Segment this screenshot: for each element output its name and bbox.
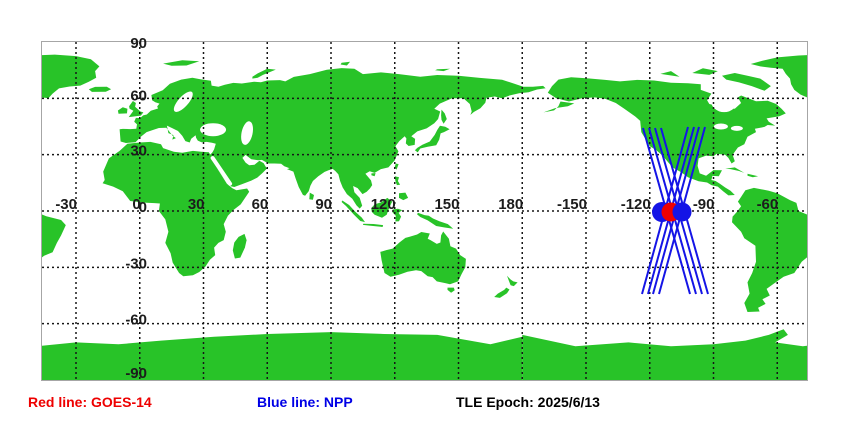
latitude-label: -30 <box>125 255 147 272</box>
latitude-label: 0 <box>139 199 147 216</box>
longitude-label: 0 <box>132 196 140 213</box>
inland-sea <box>173 91 193 112</box>
landmass <box>119 68 546 209</box>
longitude-label: 90 <box>315 196 332 213</box>
longitude-label: -150 <box>557 196 587 213</box>
landmass <box>42 54 100 99</box>
legend-goes14-label: Red line: GOES-14 <box>28 394 152 410</box>
npp-subpoint-dot <box>672 202 692 222</box>
longitude-label: -60 <box>757 196 779 213</box>
landmass <box>435 68 450 72</box>
legend-tle-epoch-label: TLE Epoch: 2025/6/13 <box>456 394 600 410</box>
landmass <box>394 163 399 170</box>
landmass <box>0 73 6 91</box>
inland-seas-layer <box>173 90 743 186</box>
landmass <box>42 214 66 258</box>
inland-sea <box>713 123 728 130</box>
landmass <box>725 167 745 173</box>
longitude-label: 180 <box>498 196 523 213</box>
legend: Red line: GOES-14 Blue line: NPP TLE Epo… <box>0 394 850 416</box>
landmass <box>163 60 200 66</box>
landmass <box>392 208 403 222</box>
latitude-label: -60 <box>125 312 147 329</box>
landmass <box>692 68 718 75</box>
subpoint-dots <box>652 202 692 222</box>
landmass <box>417 212 454 229</box>
landmass <box>117 107 128 114</box>
landmass <box>380 231 466 285</box>
longitude-label: 60 <box>252 196 269 213</box>
landmass <box>252 68 276 79</box>
landmass <box>547 77 786 196</box>
landmass <box>399 192 409 201</box>
landmass <box>371 197 393 218</box>
landmass <box>309 192 314 200</box>
longitude-label: 120 <box>371 196 396 213</box>
inland-sea <box>711 90 738 113</box>
landmass <box>522 329 807 380</box>
inland-sea <box>210 156 233 186</box>
latitude-label: -90 <box>125 365 147 382</box>
landmass <box>0 77 21 195</box>
landmass <box>232 233 247 259</box>
inland-sea <box>730 125 743 131</box>
landmass <box>371 173 376 177</box>
landmass <box>507 275 518 287</box>
landmass <box>447 287 455 293</box>
landmass <box>362 223 384 227</box>
continents-layer <box>0 54 807 380</box>
landmass <box>394 176 401 186</box>
landmass <box>102 141 250 277</box>
landmass <box>747 173 759 178</box>
graticule-layer <box>42 42 807 380</box>
landmass <box>42 332 523 380</box>
axis-labels: -30 0 30 60 90 120 150 180 -150 -120 -90 -60 90 60 30 0… <box>55 35 778 382</box>
landmass <box>750 55 807 98</box>
landmass <box>660 71 680 77</box>
latitude-label: 90 <box>130 35 147 52</box>
landmass <box>441 109 447 124</box>
latitude-label: 30 <box>130 143 147 160</box>
landmass <box>494 287 510 298</box>
landmass <box>340 61 351 66</box>
inland-sea <box>241 121 253 145</box>
longitude-label: 150 <box>434 196 459 213</box>
longitude-label: 30 <box>188 196 205 213</box>
longitude-label: -120 <box>621 196 651 213</box>
landmass <box>732 187 807 312</box>
latitude-label: 60 <box>130 87 147 104</box>
longitude-label: -90 <box>693 196 715 213</box>
landmass <box>543 101 575 113</box>
landmass <box>414 125 450 153</box>
landmass <box>88 86 112 92</box>
legend-npp-label: Blue line: NPP <box>257 394 353 410</box>
inland-sea <box>200 123 227 137</box>
longitude-label: -30 <box>55 196 77 213</box>
landmass <box>722 73 771 91</box>
